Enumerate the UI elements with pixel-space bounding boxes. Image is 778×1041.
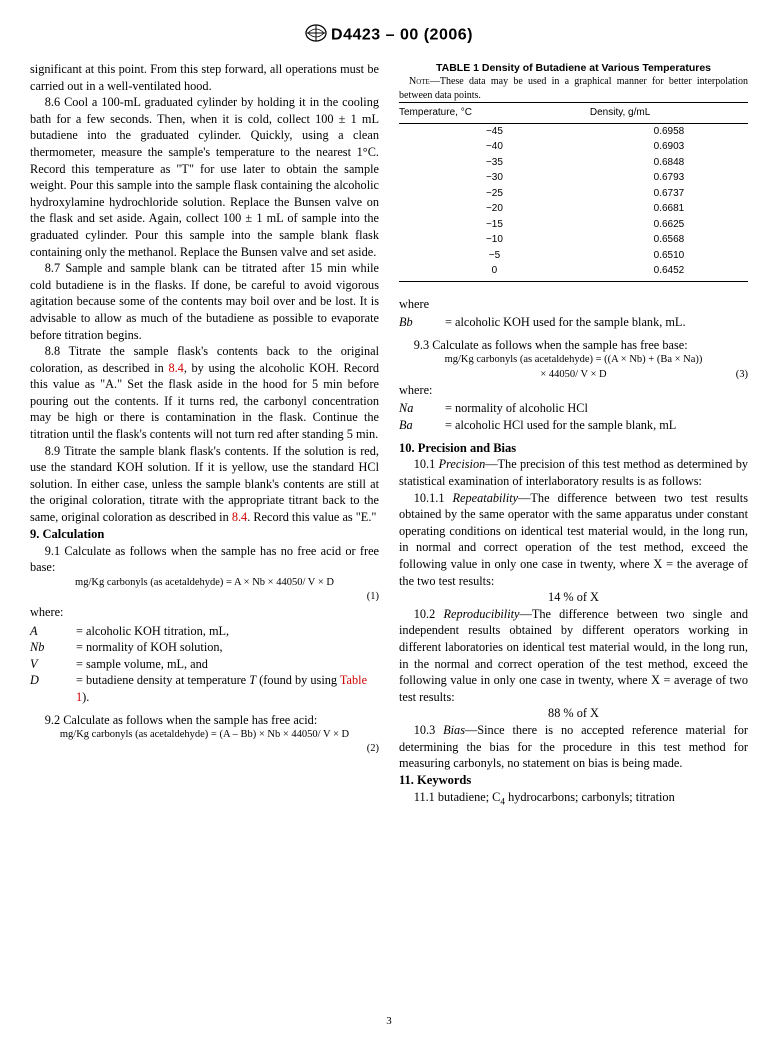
doc-header: D4423 – 00 (2006) [30,24,748,47]
table-1-note: Note—These data may be used in a graphic… [399,75,748,102]
para-8-5-cont: significant at this point. From this ste… [30,61,379,94]
para-8-8: 8.8 Titrate the sample flask's contents … [30,343,379,443]
para-8-9: 8.9 Titrate the sample blank flask's con… [30,443,379,526]
para-11-1: 11.1 butadiene; C4 hydrocarbons; carbony… [399,789,748,808]
table-col-density: Density, g/mL [590,103,748,124]
definitions-bb: Bb= alcoholic KOH used for the sample bl… [399,314,748,331]
para-9-3: 9.3 Calculate as follows when the sample… [399,337,748,354]
astm-logo-icon [305,24,327,47]
equation-2: mg/Kg carbonyls (as acetaldehyde) = (A –… [30,728,379,756]
left-column: significant at this point. From this ste… [30,61,379,808]
xref-8-4-a[interactable]: 8.4 [168,361,183,375]
equation-3: mg/Kg carbonyls (as acetaldehyde) = ((A … [399,353,748,381]
table-1-title: TABLE 1 Density of Butadiene at Various … [399,61,748,75]
definitions-na-ba: Na= normality of alcoholic HCl Ba= alcoh… [399,400,748,433]
para-10-1-1: 10.1.1 Repeatability—The difference betw… [399,490,748,590]
para-9-1: 9.1 Calculate as follows when the sample… [30,543,379,576]
para-8-6: 8.6 Cool a 100-mL graduated cylinder by … [30,94,379,260]
para-8-7: 8.7 Sample and sample blank can be titra… [30,260,379,343]
page-number: 3 [0,1015,778,1027]
para-10-2: 10.2 Reproducibility—The difference betw… [399,606,748,706]
where-bb: where [399,296,748,313]
section-10-heading: 10. Precision and Bias [399,440,748,457]
definitions-1: A= alcoholic KOH titration, mL, Nb= norm… [30,623,379,706]
section-11-heading: 11. Keywords [399,772,748,789]
doc-designation: D4423 – 00 (2006) [331,27,473,44]
table-col-temp: Temperature, °C [399,103,590,124]
right-column: TABLE 1 Density of Butadiene at Various … [399,61,748,808]
para-10-1: 10.1 Precision—The precision of this tes… [399,456,748,489]
reproducibility-value: 88 % of X [399,705,748,722]
where-na-ba: where: [399,382,748,399]
equation-1: mg/Kg carbonyls (as acetaldehyde) = A × … [30,576,379,604]
repeatability-value: 14 % of X [399,589,748,606]
xref-8-4-b[interactable]: 8.4 [232,510,247,524]
para-10-3: 10.3 Bias—Since there is no accepted ref… [399,722,748,772]
where-1: where: [30,604,379,621]
para-9-2: 9.2 Calculate as follows when the sample… [30,712,379,729]
density-table: Temperature, °C Density, g/mL −450.6958 … [399,102,748,282]
section-9-heading: 9. Calculation [30,526,379,543]
